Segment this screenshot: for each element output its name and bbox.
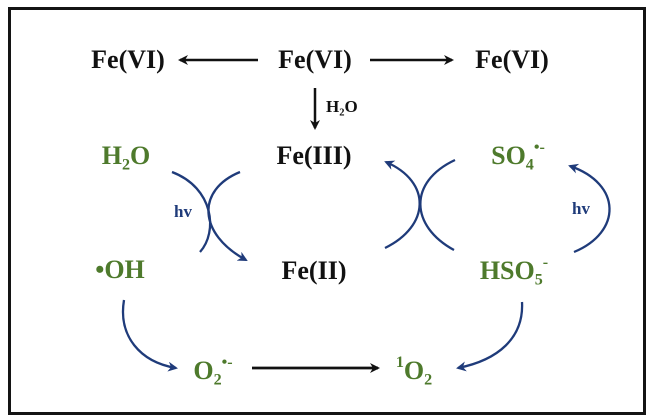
arc-h2o-to-oh (171, 170, 212, 253)
arc-feIII-to-feII (207, 170, 248, 262)
arc-feII-to-feIII (384, 160, 421, 250)
feIII-label: Fe(III) (276, 141, 352, 170)
arrow-oh-to-superoxide (121, 299, 178, 372)
hydroxyl-radical-label: •OH (95, 255, 145, 284)
feII-label: Fe(II) (281, 256, 347, 285)
hv-right-label: hv (572, 199, 590, 218)
feVI-left-label: Fe(VI) (91, 45, 165, 74)
water-arrow-label: H2O (326, 97, 358, 119)
feVI-center-label: Fe(VI) (278, 45, 352, 74)
hso5-label: HSO5- (479, 253, 549, 289)
diagram-frame (8, 7, 646, 415)
superoxide-label: O2•- (193, 353, 233, 389)
arrow-hso5-to-singlet-oxygen (456, 301, 524, 372)
arc-so4-to-hso5 (419, 158, 456, 252)
feVI-right-label: Fe(VI) (475, 45, 549, 74)
arc-hso5-to-so4-hv (568, 163, 611, 254)
h2o-label: H2O (101, 141, 151, 174)
so4-radical-label: SO4•- (491, 138, 545, 174)
singlet-oxygen-label: 1O2 (395, 353, 433, 389)
hv-left-label: hv (174, 202, 192, 221)
